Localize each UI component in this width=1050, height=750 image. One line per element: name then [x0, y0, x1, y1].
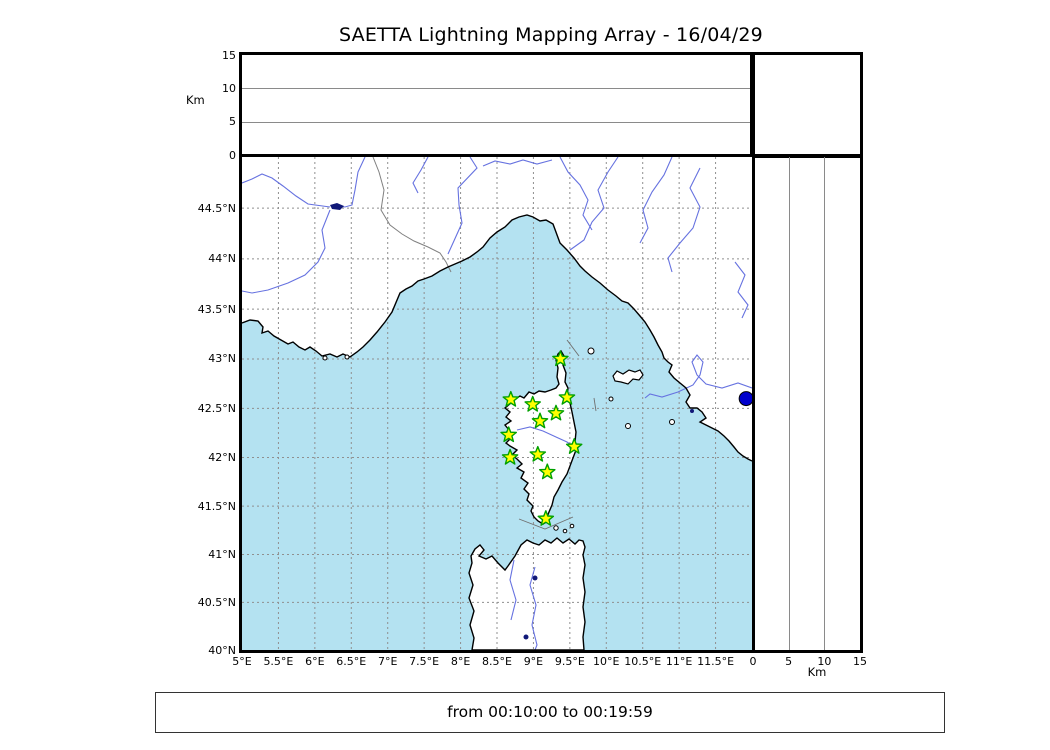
- lat-tick-label: 40.5°N: [197, 595, 236, 609]
- river: [569, 157, 619, 251]
- elba-coastline: [612, 369, 644, 385]
- small-island: [569, 523, 575, 529]
- river: [447, 157, 478, 255]
- river: [667, 167, 701, 273]
- lon-tick-label: 11°E: [665, 655, 693, 668]
- page-title: SAETTA Lightning Mapping Array - 16/04/2…: [339, 24, 763, 46]
- elba-island-fill: [613, 370, 643, 384]
- lma-station-star: [547, 404, 565, 421]
- altitude-axis-unit-top: Km: [186, 93, 205, 107]
- river: [482, 159, 553, 167]
- time-window-text: from 00:10:00 to 00:19:59: [447, 703, 653, 721]
- altitude-km-tick-label: 5: [785, 655, 793, 668]
- lma-station-star: [531, 412, 549, 429]
- river: [644, 354, 752, 399]
- lma-station-star: [552, 350, 569, 367]
- lat-tick-label: 44°N: [208, 252, 236, 266]
- corsica-coastline: [502, 349, 577, 525]
- small-island: [669, 419, 675, 425]
- lon-tick-label: 7°E: [377, 655, 398, 668]
- boundary-line: [566, 339, 580, 357]
- lma-station-star: [501, 448, 519, 465]
- altitude-km-tick-label: 0: [229, 148, 236, 162]
- altitude-longitude-panel: [239, 52, 755, 158]
- lake: [523, 634, 529, 640]
- country-border: [372, 157, 452, 273]
- river: [529, 566, 538, 650]
- lat-tick-label: 42.5°N: [197, 401, 236, 415]
- river: [412, 157, 429, 194]
- altitude-km-tick-label: 0: [749, 655, 757, 668]
- lma-station-star: [500, 426, 517, 443]
- lon-tick-label: 7.5°E: [409, 655, 440, 668]
- river: [734, 261, 749, 319]
- lon-tick-label: 5.5°E: [263, 655, 294, 668]
- altitude-latitude-panel: [750, 154, 863, 653]
- lake: [690, 409, 694, 413]
- lma-station-star: [558, 388, 576, 405]
- small-island: [587, 347, 595, 355]
- plan-view-map: [242, 157, 752, 650]
- lon-tick-label: 8°E: [450, 655, 471, 668]
- small-island: [562, 528, 568, 534]
- lma-station-star: [565, 438, 583, 454]
- altitude-km-tick-label: 10: [222, 81, 236, 95]
- small-island: [344, 354, 350, 360]
- river: [509, 559, 517, 621]
- sardinia-coastline: [468, 537, 586, 650]
- map-panel-frame: [239, 154, 755, 653]
- corsica-island-fill: [504, 351, 576, 524]
- river: [242, 173, 331, 208]
- lma-station-star: [539, 463, 556, 480]
- altitude-gridline: [824, 157, 826, 650]
- boundary-line: [593, 397, 597, 412]
- river: [516, 426, 575, 448]
- lma-station-star: [537, 510, 555, 526]
- small-island: [625, 423, 631, 429]
- river: [242, 209, 331, 294]
- altitude-km-tick-label: 15: [853, 655, 867, 668]
- altitude-km-tick-label: 5: [229, 115, 236, 129]
- altitude-km-tick-label: 10: [817, 655, 832, 668]
- altitude-histogram-panel: [750, 52, 863, 158]
- lat-tick-label: 44.5°N: [197, 201, 236, 215]
- small-island: [322, 355, 328, 361]
- lon-tick-label: 5°E: [232, 655, 252, 668]
- altitude-km-tick-label: 15: [222, 48, 236, 62]
- lat-tick-label: 41.5°N: [197, 499, 236, 513]
- lon-tick-label: 8.5°E: [482, 655, 512, 668]
- event-point-marker: [738, 391, 752, 407]
- lma-station-star: [524, 395, 541, 412]
- lon-tick-label: 10°E: [593, 655, 620, 668]
- lon-tick-label: 6.5°E: [336, 655, 367, 668]
- river: [559, 157, 593, 231]
- lat-tick-label: 43°N: [208, 352, 236, 366]
- sardinia-island-fill: [469, 538, 585, 650]
- lat-tick-label: 41°N: [208, 547, 236, 561]
- lake: [532, 575, 538, 581]
- altitude-gridline: [242, 121, 752, 123]
- lon-tick-label: 6°E: [305, 655, 325, 668]
- altitude-axis-unit-right: Km: [807, 665, 827, 679]
- time-window-box: from 00:10:00 to 00:19:59: [155, 692, 945, 733]
- small-island: [553, 525, 559, 531]
- altitude-gridline: [788, 157, 790, 650]
- lma-station-star: [502, 390, 520, 407]
- lon-tick-label: 11.5°E: [697, 655, 735, 668]
- river: [337, 157, 366, 208]
- small-island: [608, 396, 614, 402]
- lon-tick-label: 10.5°E: [624, 655, 662, 668]
- lon-tick-label: 9.5°E: [554, 655, 585, 668]
- lon-tick-label: 9°E: [523, 655, 544, 668]
- boundary-line: [518, 516, 574, 530]
- lat-tick-label: 43.5°N: [197, 302, 236, 316]
- lma-station-star: [529, 445, 547, 462]
- lat-tick-label: 40°N: [208, 643, 236, 657]
- lake: [330, 203, 344, 210]
- lat-tick-label: 42°N: [208, 450, 236, 464]
- mainland-coastline: [242, 214, 752, 462]
- altitude-gridline: [242, 88, 752, 90]
- river: [639, 157, 673, 244]
